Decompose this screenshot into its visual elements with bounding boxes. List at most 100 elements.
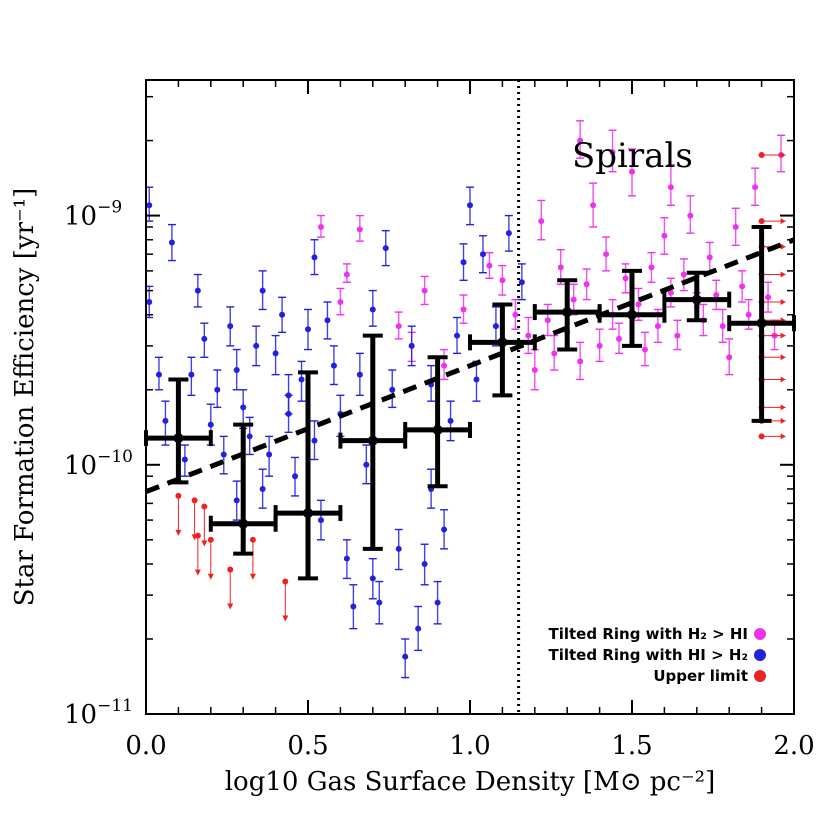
- bin-mean-point: [303, 508, 313, 519]
- data-point: [667, 289, 674, 296]
- data-point: [441, 362, 448, 369]
- bin-mean-point: [562, 307, 573, 318]
- data-point: [667, 184, 674, 191]
- data-point: [609, 148, 616, 155]
- data-point: [473, 376, 480, 383]
- data-point: [460, 306, 467, 313]
- data-point: [292, 473, 299, 480]
- upper-limit-arrowhead: [194, 569, 201, 576]
- data-point: [421, 287, 428, 294]
- bin-mean-point: [756, 318, 767, 329]
- data-point: [570, 296, 577, 303]
- data-point: [356, 371, 363, 378]
- data-point: [168, 239, 175, 246]
- data-point: [421, 560, 428, 567]
- legend-marker: [754, 628, 766, 640]
- data-point: [654, 323, 661, 330]
- data-point: [629, 168, 635, 175]
- data-point: [538, 218, 545, 225]
- data-point: [680, 271, 687, 278]
- data-point: [188, 371, 195, 378]
- data-point: [616, 335, 623, 342]
- data-point: [499, 277, 506, 284]
- data-point: [603, 251, 610, 258]
- legend-marker: [754, 670, 766, 682]
- data-point: [266, 451, 273, 458]
- bin-mean-point: [627, 309, 637, 320]
- upper-limit-arrowhead: [780, 243, 786, 250]
- data-point: [376, 599, 383, 606]
- data-point: [233, 497, 240, 504]
- upper-limit-arrowhead: [780, 299, 786, 306]
- data-point: [577, 137, 584, 144]
- data-point: [272, 350, 279, 357]
- legend-label: Upper limit: [653, 667, 748, 685]
- data-point: [389, 386, 396, 393]
- data-point: [596, 342, 603, 349]
- upper-limit-arrowhead: [175, 529, 182, 536]
- data-point: [460, 259, 467, 266]
- bin-mean-point: [691, 294, 702, 305]
- x-tick-label: 2.0: [773, 731, 814, 761]
- data-point: [162, 417, 169, 424]
- data-point: [648, 264, 655, 271]
- data-point: [311, 254, 318, 261]
- data-point: [317, 223, 324, 230]
- data-point: [408, 342, 415, 349]
- data-point: [713, 292, 720, 299]
- x-axis-title: log10 Gas Surface Density [M⊙ pc⁻²]: [225, 767, 716, 797]
- data-point: [467, 202, 473, 209]
- x-tick-label: 1.0: [449, 731, 490, 761]
- data-point: [246, 433, 253, 440]
- legend-label: Tilted Ring with H₂ > HI: [549, 625, 749, 643]
- data-point: [146, 299, 153, 306]
- data-point: [745, 311, 752, 318]
- x-tick-label: 0.5: [287, 731, 328, 761]
- upper-limit-arrowhead: [249, 573, 256, 580]
- bin-mean-point: [173, 433, 184, 444]
- data-point: [726, 354, 733, 361]
- y-axis-title: Star Formation Efficiency [yr⁻¹]: [10, 188, 40, 607]
- data-point: [201, 335, 208, 342]
- data-point: [492, 323, 499, 330]
- data-point: [330, 362, 337, 369]
- fit-line: [145, 237, 795, 495]
- data-point: [661, 232, 668, 239]
- series-2: [145, 186, 526, 679]
- legend: Tilted Ring with H₂ > HI Tilted Ring with…: [549, 625, 766, 685]
- data-point: [732, 223, 739, 230]
- data-point: [285, 392, 292, 399]
- bin-mean-point: [238, 518, 249, 529]
- data-point: [641, 346, 648, 353]
- data-point: [635, 301, 642, 308]
- data-point: [402, 653, 409, 660]
- upper-limit-arrowhead: [227, 603, 234, 610]
- bin-mean-point: [367, 435, 378, 446]
- data-point: [525, 332, 532, 339]
- data-point: [447, 417, 454, 424]
- data-point: [512, 311, 519, 318]
- data-point: [674, 332, 681, 339]
- upper-limit-arrowhead: [780, 354, 786, 361]
- data-point: [415, 625, 422, 632]
- data-point: [369, 575, 376, 582]
- upper-limit-arrowhead: [201, 540, 208, 547]
- upper-limit-arrowhead: [282, 615, 289, 622]
- data-point: [395, 323, 402, 330]
- data-point: [687, 212, 694, 219]
- data-point: [531, 367, 538, 374]
- data-point: [311, 437, 318, 444]
- data-point: [765, 294, 772, 301]
- data-point: [382, 245, 389, 252]
- data-point: [181, 456, 188, 463]
- data-point: [583, 281, 590, 288]
- data-point: [305, 326, 311, 333]
- data-point: [454, 332, 461, 339]
- data-point: [324, 317, 331, 324]
- data-point: [343, 555, 350, 562]
- data-point: [214, 386, 221, 393]
- data-point: [253, 342, 260, 349]
- upper-limit-arrowhead: [780, 332, 786, 339]
